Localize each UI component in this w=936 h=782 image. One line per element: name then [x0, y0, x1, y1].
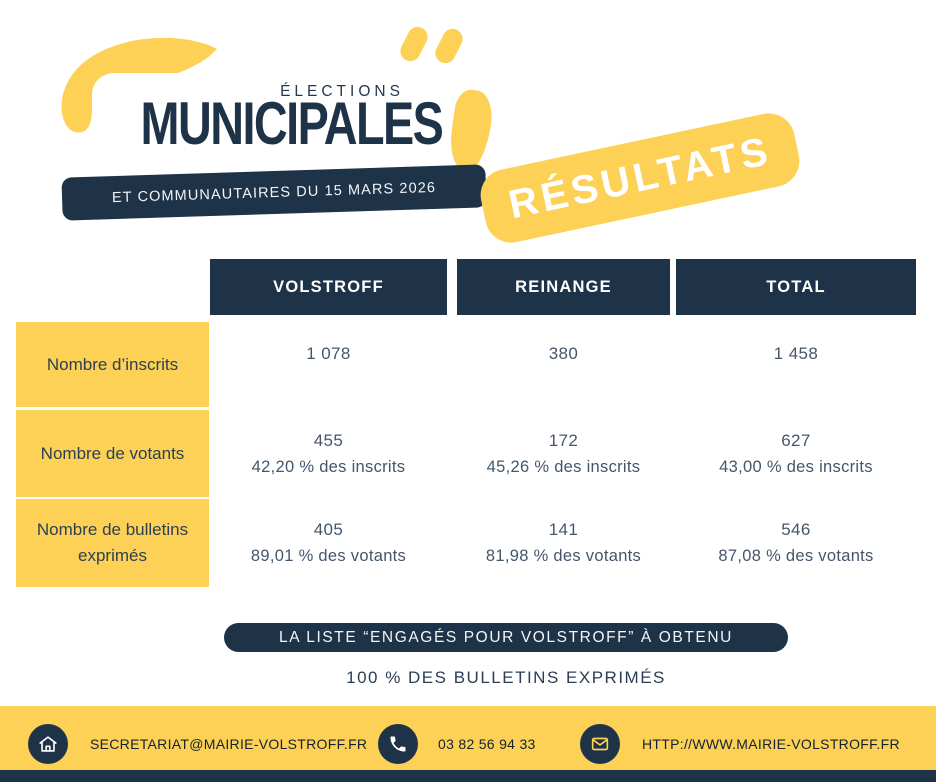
cell-subvalue: 45,26 % des inscrits	[486, 457, 641, 476]
cell-subvalue: 42,20 % des inscrits	[251, 457, 406, 476]
column-header-total: TOTAL	[676, 259, 916, 315]
cell-subvalue: 81,98 % des votants	[485, 547, 642, 565]
contact-website[interactable]: HTTP://WWW.MAIRIE-VOLSTROFF.FR	[580, 706, 900, 782]
cell-value: 141	[548, 520, 579, 539]
cell-subvalue: 87,08 % des votants	[718, 547, 874, 565]
table-cell: 627 43,00 % des inscrits	[676, 410, 916, 497]
column-header-reinange: REINANGE	[457, 259, 670, 315]
table-cell: 546 87,08 % des votants	[676, 499, 916, 587]
phone-icon	[378, 724, 418, 764]
page-title: MUNICIPALES	[98, 94, 444, 154]
results-badge-text: RÉSULTATS	[504, 128, 776, 227]
cell-value: 546	[781, 520, 811, 539]
winner-pill: LA LISTE “ENGAGÉS POUR VOLSTROFF” À OBTE…	[224, 623, 788, 652]
page-title-text: MUNICIPALES	[140, 90, 444, 157]
row-label-votants: Nombre de votants	[16, 410, 209, 497]
subtitle-banner-text: ET COMMUNAUTAIRES DU 15 MARS 2026	[111, 179, 437, 206]
phone-text: 03 82 56 94 33	[438, 736, 536, 752]
column-header-volstroff: VOLSTROFF	[210, 259, 447, 315]
table-cell: 405 89,01 % des votants	[210, 499, 447, 587]
cell-value: 380	[548, 344, 579, 363]
table-cell: 1 458	[676, 322, 916, 407]
cell-subvalue: 43,00 % des inscrits	[719, 457, 873, 476]
contact-footer: SECRETARIAT@MAIRIE-VOLSTROFF.FR 03 82 56…	[0, 706, 936, 782]
header-kicker: ÉLECTIONS	[280, 83, 404, 100]
table-cell: 380	[457, 322, 670, 407]
cell-subvalue: 89,01 % des votants	[250, 547, 407, 565]
cell-value: 627	[781, 430, 811, 450]
cell-value: 405	[313, 520, 344, 539]
row-label-inscrits: Nombre d’inscrits	[16, 322, 209, 407]
website-text: HTTP://WWW.MAIRIE-VOLSTROFF.FR	[642, 736, 900, 752]
row-label-bulletins: Nombre de bulletins exprimés	[16, 499, 209, 587]
mail-icon	[580, 724, 620, 764]
contact-email[interactable]: SECRETARIAT@MAIRIE-VOLSTROFF.FR	[28, 706, 367, 782]
home-icon	[28, 724, 68, 764]
winner-pill-text: LA LISTE “ENGAGÉS POUR VOLSTROFF” À OBTE…	[279, 628, 733, 646]
table-cell: 172 45,26 % des inscrits	[457, 410, 670, 497]
results-badge: RÉSULTATS	[475, 108, 805, 248]
table-cell: 141 81,98 % des votants	[457, 499, 670, 587]
summary-line: 100 % DES BULLETINS EXPRIMÉS	[346, 668, 666, 687]
quote-mark-icon	[431, 25, 467, 67]
table-cell: 455 42,20 % des inscrits	[210, 410, 447, 497]
quote-mark-icon	[396, 23, 432, 65]
table-cell: 1 078	[210, 322, 447, 407]
bottom-strip	[0, 770, 936, 782]
cell-value: 1 458	[773, 344, 819, 363]
email-text: SECRETARIAT@MAIRIE-VOLSTROFF.FR	[90, 736, 368, 752]
cell-value: 1 078	[306, 344, 351, 363]
contact-phone[interactable]: 03 82 56 94 33	[378, 706, 536, 782]
corner-blob-decoration	[61, 37, 217, 133]
subtitle-banner: ET COMMUNAUTAIRES DU 15 MARS 2026	[61, 164, 487, 221]
cell-value: 455	[313, 430, 344, 450]
cell-value: 172	[548, 430, 579, 450]
